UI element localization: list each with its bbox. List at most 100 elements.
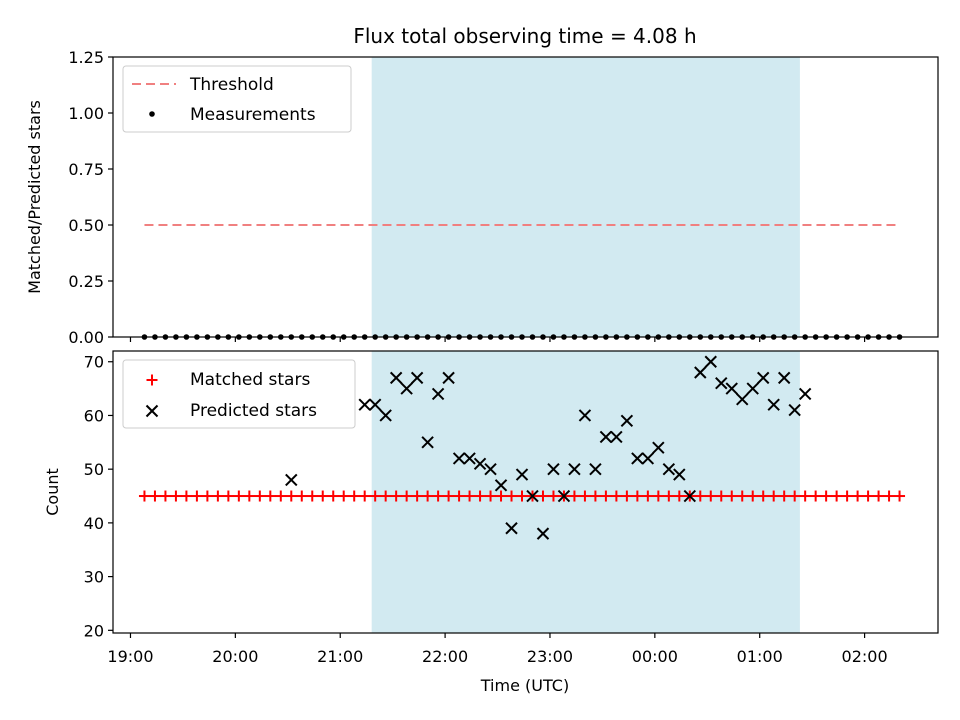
predicted-star-point	[285, 473, 298, 487]
matched-star-point	[138, 490, 150, 502]
predicted-star-point	[631, 452, 644, 465]
predicted-star-point	[746, 382, 759, 395]
matched-star-point	[642, 490, 654, 502]
matched-star-point	[568, 490, 580, 502]
matched-star-point	[757, 490, 769, 502]
matched-star-point	[810, 490, 822, 502]
matched-star-point	[464, 490, 476, 502]
predicted-star-point	[547, 462, 560, 476]
bottom-legend: Matched stars Predicted stars	[122, 359, 356, 429]
matched-star-point	[631, 490, 643, 502]
y-tick-label: 1.00	[68, 104, 104, 123]
top-highlight-span	[371, 57, 800, 337]
matched-star-point	[768, 490, 780, 502]
legend-predicted-label: Predicted stars	[190, 401, 317, 421]
predicted-star-point	[410, 371, 424, 385]
bottom-axes-frame	[112, 350, 939, 634]
predicted-star-point	[578, 409, 592, 422]
x-tick-label: 21:00	[317, 647, 363, 666]
x-tick-label: 00:00	[632, 647, 678, 666]
matched-star-point	[474, 490, 486, 502]
matched-star-point	[348, 490, 360, 502]
top-legend: Threshold Measurements	[122, 65, 352, 133]
matched-star-point	[317, 490, 329, 502]
legend-measurements-swatch	[149, 111, 155, 117]
y-tick-label: 1.25	[68, 48, 104, 67]
matched-star-point	[726, 490, 738, 502]
matched-star-point	[579, 490, 591, 502]
bottom-y-ticks: 20 30 40 50 60 70	[84, 353, 113, 640]
chart-title: Flux total observing time = 4.08 h	[353, 24, 696, 48]
matched-star-point	[170, 490, 182, 502]
predicted-star-point	[673, 468, 686, 481]
predicted-star-point	[704, 355, 717, 368]
matched-star-point	[243, 490, 255, 502]
matched-star-point	[149, 490, 161, 502]
matched-star-point	[453, 490, 465, 502]
matched-star-point	[736, 490, 748, 502]
legend-matched-label: Matched stars	[190, 370, 310, 390]
matched-star-point	[222, 490, 234, 502]
predicted-star-point	[777, 371, 791, 385]
matched-star-point	[516, 490, 528, 502]
predicted-star-point	[505, 522, 518, 535]
predicted-star-point	[526, 489, 539, 503]
matched-star-point	[432, 490, 444, 502]
matched-star-point	[401, 490, 413, 502]
predicted-star-point	[610, 430, 623, 444]
matched-star-point	[306, 490, 318, 502]
matched-star-point	[715, 490, 727, 502]
x-tick-label: 01:00	[737, 647, 783, 666]
top-legend-box	[122, 65, 352, 133]
predicted-star-point	[358, 398, 371, 411]
x-axis-label: Time (UTC)	[480, 676, 569, 695]
top-panel: 0.00 0.25 0.50 0.75 1.00 1.25 Matched/Predict…	[25, 48, 939, 347]
matched-star-point	[621, 490, 633, 502]
matched-star-point	[443, 490, 455, 502]
matched-star-point	[485, 490, 497, 502]
top-y-ticks: 0.00 0.25 0.50 0.75 1.00 1.25	[68, 48, 113, 347]
bottom-y-axis-label: Count	[43, 468, 62, 516]
matched-star-point	[589, 490, 601, 502]
matched-star-point	[275, 490, 287, 502]
y-tick-label: 0.00	[68, 328, 104, 347]
matched-star-point	[831, 490, 843, 502]
matched-star-point	[495, 490, 507, 502]
matched-star-point	[673, 490, 685, 502]
matched-star-point	[380, 490, 392, 502]
matched-star-point	[600, 490, 612, 502]
predicted-star-point	[736, 393, 749, 406]
matched-star-point	[705, 490, 717, 502]
matched-star-point	[327, 490, 339, 502]
predicted-star-point	[515, 468, 529, 481]
predicted-star-point	[599, 430, 613, 444]
matched-star-point	[180, 490, 192, 502]
predicted-star-point	[463, 452, 476, 465]
y-tick-label: 20	[84, 621, 104, 640]
y-tick-label: 60	[84, 406, 104, 425]
y-tick-label: 70	[84, 353, 104, 372]
matched-star-point	[411, 490, 423, 502]
matched-star-point	[841, 490, 853, 502]
matched-star-point	[233, 490, 245, 502]
predicted-star-point	[431, 387, 445, 401]
predicted-star-point	[683, 489, 697, 503]
matched-star-point	[778, 490, 790, 502]
predicted-star-point	[568, 462, 581, 476]
x-tick-label: 20:00	[212, 647, 258, 666]
matched-star-point	[663, 490, 675, 502]
legend-matched-swatch	[146, 374, 158, 386]
matched-star-point	[852, 490, 864, 502]
x-tick-label: 23:00	[527, 647, 573, 666]
matched-star-point	[610, 490, 622, 502]
predicted-star-point	[725, 382, 738, 395]
matched-star-point	[799, 490, 811, 502]
predicted-star-point	[662, 462, 676, 476]
predicted-star-point	[652, 441, 665, 454]
matched-star-point	[883, 490, 895, 502]
bottom-legend-box	[122, 359, 356, 429]
legend-x-marker	[145, 404, 159, 418]
bottom-panel: 20 30 40 50 60 70 19:00 20:00 21:00 22:00 23:00 00…	[43, 350, 939, 695]
predicted-star-point	[379, 409, 392, 422]
matched-star-point	[296, 490, 308, 502]
